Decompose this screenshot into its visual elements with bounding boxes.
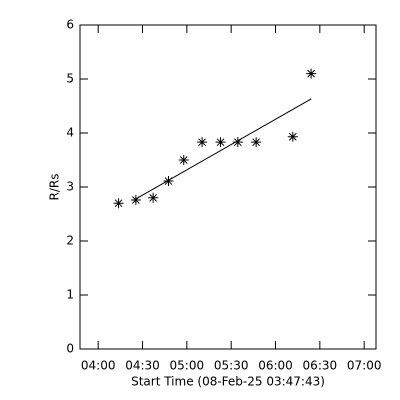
data-point: [197, 137, 208, 148]
data-point: [287, 131, 298, 142]
y-tick-label: 0: [66, 342, 74, 356]
x-tick-label: 07:00: [347, 359, 382, 373]
plot-frame: [79, 24, 377, 350]
y-tick-label: 4: [66, 126, 74, 140]
data-point: [251, 137, 262, 148]
y-tick-label: 6: [66, 18, 74, 32]
x-tick-label: 04:00: [81, 359, 116, 373]
data-point: [215, 137, 226, 148]
x-tick-label: 05:00: [170, 359, 205, 373]
x-tick-label: 05:30: [214, 359, 249, 373]
data-point: [306, 68, 317, 79]
x-tick-label: 06:00: [258, 359, 293, 373]
data-point: [130, 194, 141, 205]
x-tick-label: 04:30: [125, 359, 160, 373]
data-point: [163, 176, 174, 187]
y-axis-label: R/Rs: [48, 174, 62, 201]
x-axis-label: Start Time (08-Feb-25 03:47:43): [131, 375, 325, 389]
x-tick-label: 06:30: [303, 359, 338, 373]
data-point: [178, 155, 189, 165]
data-point: [148, 192, 159, 203]
fit-line: [135, 98, 312, 200]
y-tick-label: 2: [66, 234, 74, 248]
y-tick-label: 5: [66, 72, 74, 86]
y-tick-label: 1: [66, 288, 74, 302]
y-tick-label: 3: [66, 180, 74, 194]
data-point: [113, 198, 124, 209]
data-point: [232, 137, 243, 148]
